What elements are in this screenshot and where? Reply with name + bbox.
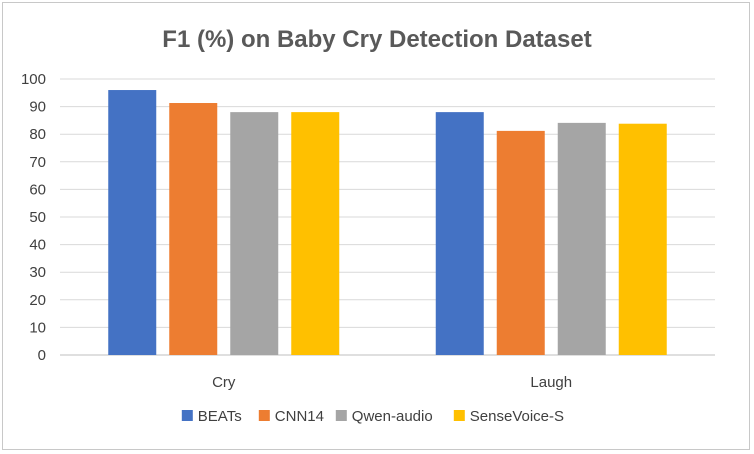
legend-swatch [335,410,347,421]
y-tick-label: 100 [21,71,46,88]
bar-qwen-audio-laugh [557,122,606,355]
x-axis-categories: Cry Laugh [212,374,572,391]
bars [108,90,667,356]
y-tick-label: 20 [29,292,46,309]
bar-beats-laugh [435,112,484,356]
y-tick-label: 10 [29,319,46,336]
bar-cnn14-laugh [496,130,545,355]
y-tick-label: 90 [29,99,46,116]
x-category-label: Cry [212,374,236,391]
legend-label: SenseVoice-S [470,408,564,425]
gridlines [60,78,715,356]
bar-beats-cry [108,90,157,355]
legend-swatch [258,410,270,421]
bar-cnn14-cry [169,103,218,356]
y-tick-label: 0 [38,347,46,364]
y-axis-ticks: 0 10 20 30 40 50 60 70 80 90 100 [21,71,46,364]
legend-label: BEATs [198,408,242,425]
y-tick-label: 30 [29,264,46,281]
bar-sensevoice-s-laugh [618,123,667,355]
y-tick-label: 50 [29,209,46,226]
bar-qwen-audio-cry [230,112,279,356]
bar-sensevoice-s-cry [291,112,340,356]
y-tick-label: 80 [29,126,46,143]
legend: BEATs CNN14 Qwen-audio SenseVoice-S [181,408,564,425]
x-category-label: Laugh [530,374,572,391]
legend-swatch [181,410,193,421]
legend-label: Qwen-audio [352,408,433,425]
legend-swatch [453,410,465,421]
y-tick-label: 40 [29,237,46,254]
legend-label: CNN14 [275,408,324,425]
y-tick-label: 70 [29,154,46,171]
y-tick-label: 60 [29,181,46,198]
chart-title: F1 (%) on Baby Cry Detection Dataset [162,26,591,53]
